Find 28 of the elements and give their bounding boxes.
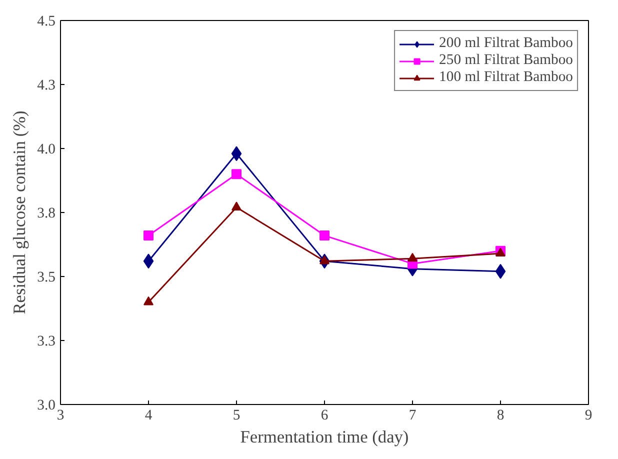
x-tick-label: 3 <box>56 408 64 424</box>
y-tick-label: 4.0 <box>37 142 56 158</box>
y-tick-label: 4.5 <box>37 14 56 30</box>
y-tick-label: 3.5 <box>37 270 56 286</box>
point <box>144 230 154 241</box>
point <box>231 146 242 162</box>
x-tick-label: 4 <box>144 408 153 424</box>
x-tick-label: 7 <box>408 408 416 424</box>
point <box>232 169 242 180</box>
legend-label: 100 ml Filtrat Bamboo <box>439 69 573 86</box>
point <box>495 264 506 279</box>
point <box>143 254 154 269</box>
point <box>408 252 418 262</box>
point <box>232 202 242 210</box>
point <box>144 296 154 306</box>
x-tick-label: 9 <box>584 408 592 424</box>
legend-label: 200 ml Filtrat Bamboo <box>439 35 573 52</box>
x-tick-label: 8 <box>496 408 504 424</box>
y-tick-label: 3.3 <box>37 334 56 350</box>
x-tick-label: 5 <box>232 408 240 424</box>
x-tick-label: 6 <box>320 408 328 424</box>
y-tick-label: 3.0 <box>37 398 56 414</box>
legend-label: 250 ml Filtrat Bamboo <box>439 52 573 69</box>
y-axis-title: Residual glucose contain (%) <box>10 110 30 314</box>
x-axis-title: Fermentation time (day) <box>240 428 409 446</box>
y-tick-label: 4.3 <box>37 78 56 94</box>
point <box>320 230 330 241</box>
y-tick-label: 3.8 <box>37 206 56 222</box>
